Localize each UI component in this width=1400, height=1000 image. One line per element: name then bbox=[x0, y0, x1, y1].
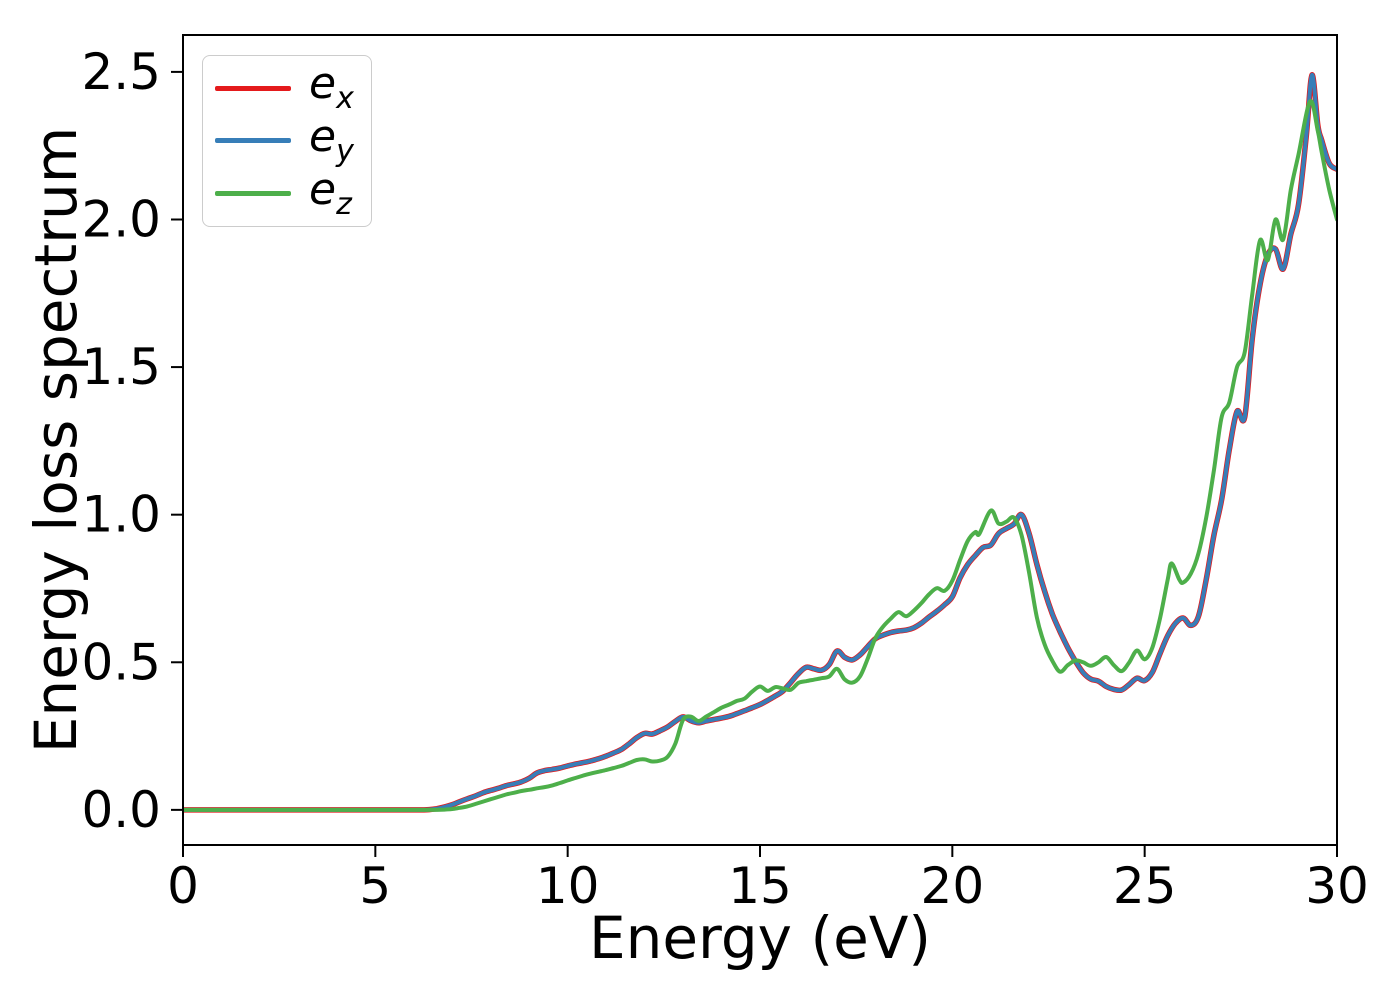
legend-entry-ez: ez bbox=[203, 163, 371, 222]
series-line-ey bbox=[183, 72, 1337, 812]
legend-label-ey: ey bbox=[309, 111, 354, 169]
y-tick-label: 1.0 bbox=[81, 486, 161, 544]
y-tick-label: 2.0 bbox=[81, 190, 161, 248]
series-group bbox=[183, 72, 1337, 813]
x-tick-label: 5 bbox=[359, 857, 391, 915]
y-axis-label: Energy loss spectrum bbox=[22, 126, 90, 754]
x-tick-label: 10 bbox=[536, 857, 600, 915]
legend-swatch-ex bbox=[215, 85, 291, 91]
series-line-ez bbox=[183, 99, 1337, 812]
y-tick-label: 2.5 bbox=[81, 43, 161, 101]
x-axis-label: Energy (eV) bbox=[588, 904, 932, 972]
x-tick-label: 25 bbox=[1113, 857, 1177, 915]
legend-label-ez: ez bbox=[309, 163, 352, 222]
y-tick-label: 0.5 bbox=[81, 633, 161, 691]
legend-entry-ey: ey bbox=[203, 115, 371, 167]
y-tick-label: 1.5 bbox=[81, 338, 161, 396]
y-tick-label: 0.0 bbox=[81, 781, 161, 839]
legend-swatch-ez bbox=[215, 191, 291, 197]
legend-swatch-ey bbox=[215, 138, 291, 144]
x-tick-label: 30 bbox=[1305, 857, 1369, 915]
plot-border bbox=[182, 34, 1338, 846]
legend: ex ey ez bbox=[202, 55, 372, 227]
legend-label-ex: ex bbox=[309, 58, 354, 117]
x-tick-label: 15 bbox=[728, 857, 792, 915]
x-tick-label: 20 bbox=[921, 857, 985, 915]
x-tick-label: 0 bbox=[167, 857, 199, 915]
legend-entry-ex: ex bbox=[203, 62, 371, 114]
